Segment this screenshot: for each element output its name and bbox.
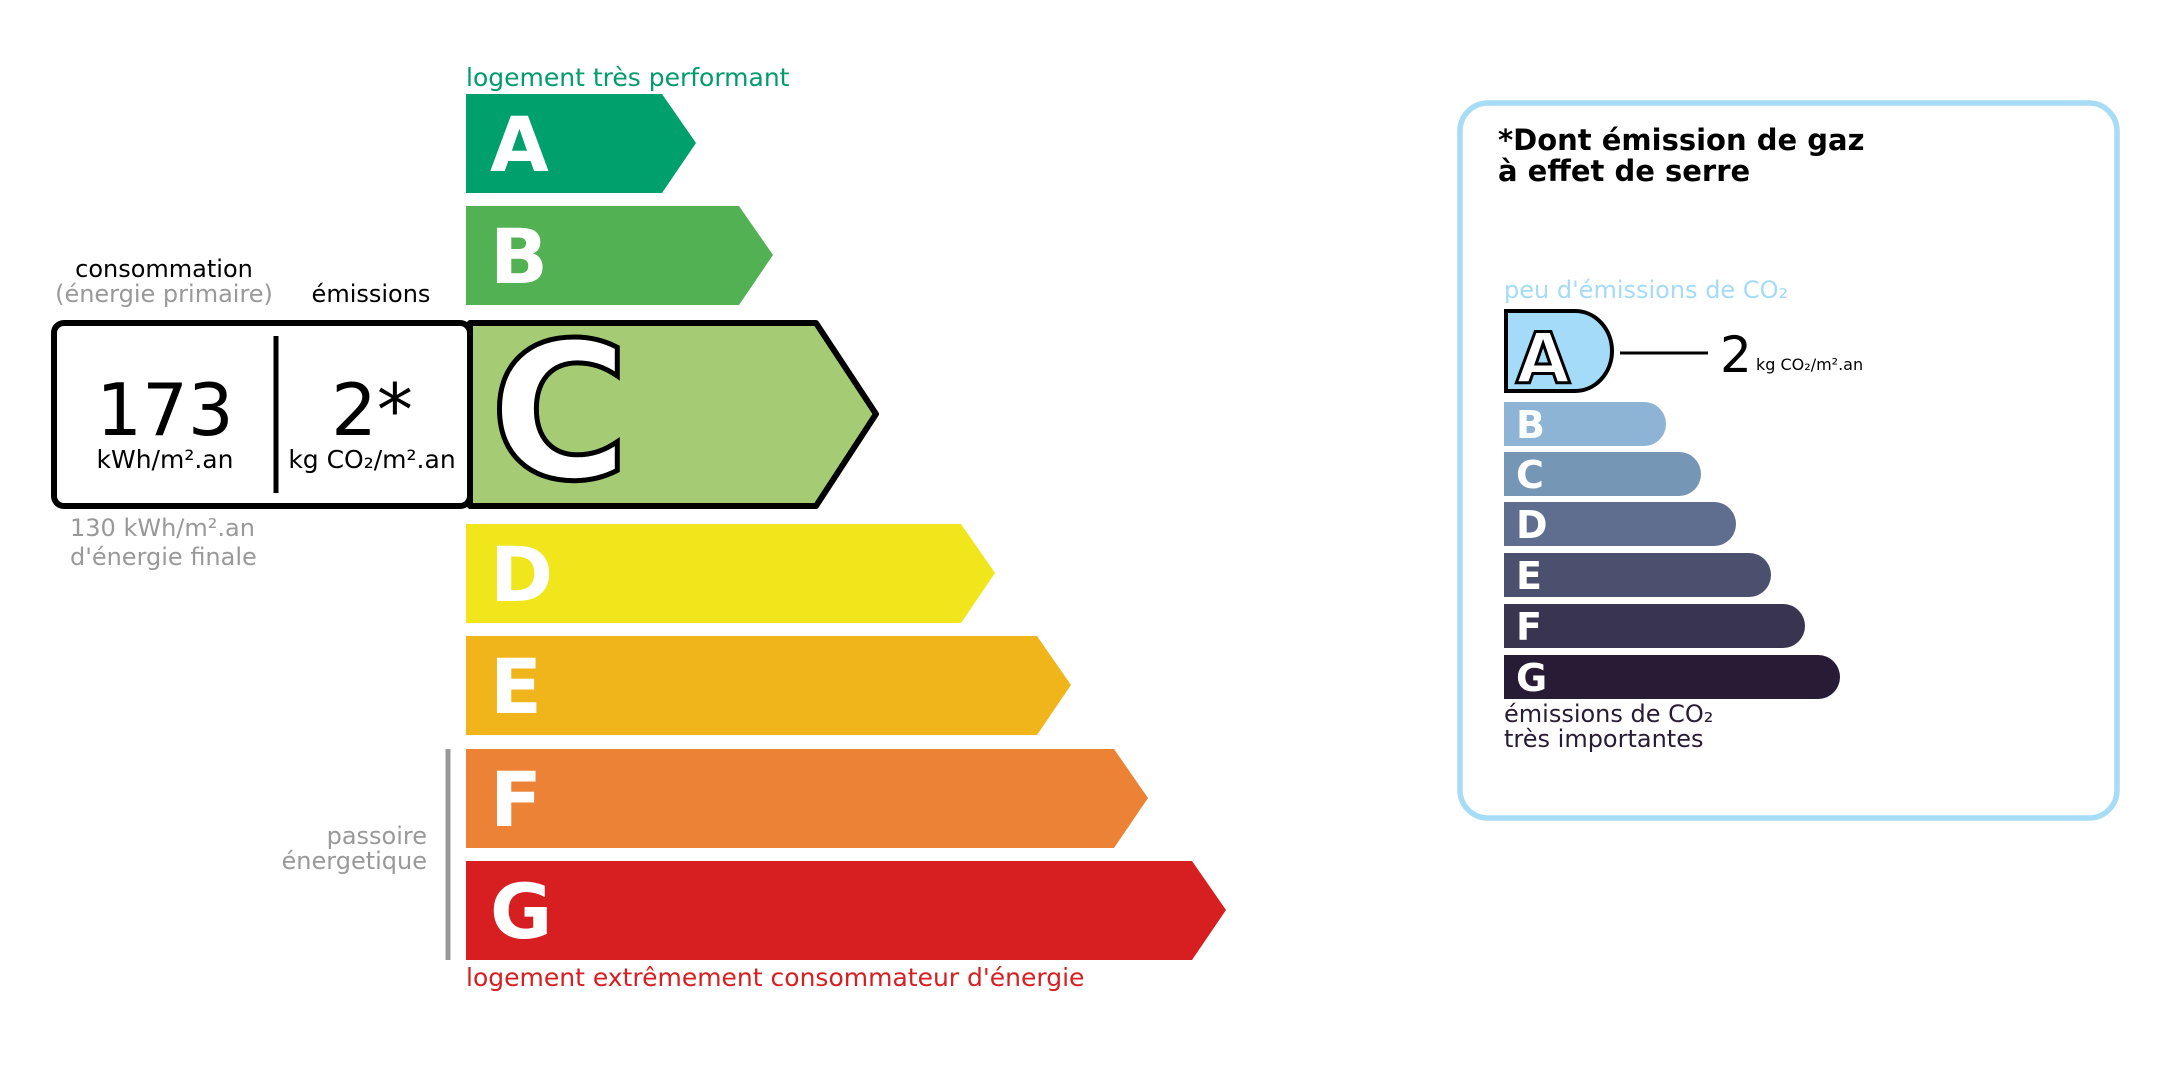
consumption-unit: kWh/m².an xyxy=(97,445,234,474)
ghg-class-g: G xyxy=(1504,655,1840,700)
ghg-title-line1: *Dont émission de gaz xyxy=(1498,123,1864,157)
bottom-caption: logement extrêmement consommateur d'éner… xyxy=(466,963,1084,992)
class-letter: C xyxy=(1516,453,1544,497)
final-energy-label: d'énergie finale xyxy=(70,543,257,571)
class-letter: D xyxy=(1516,503,1548,547)
ghg-bottom-caption-line1: émissions de CO₂ xyxy=(1504,700,1713,728)
class-letter: B xyxy=(490,212,548,301)
class-bar-e: E xyxy=(466,636,1071,735)
ghg-class-c: C xyxy=(1504,452,1701,497)
consumption-subheader: (énergie primaire) xyxy=(55,280,273,308)
ghg-class-d: D xyxy=(1504,502,1736,547)
ghg-class-a: A xyxy=(1504,309,1614,402)
class-bar-b: B xyxy=(466,206,773,305)
final-energy-value: 130 kWh/m².an xyxy=(70,514,255,542)
ghg-panel: *Dont émission de gaz à effet de serre p… xyxy=(1457,100,2120,821)
class-bar-a: A xyxy=(466,94,696,193)
class-letter: G xyxy=(1516,656,1547,700)
class-letter: F xyxy=(490,755,542,844)
ghg-unit: kg CO₂/m².an xyxy=(1756,355,1863,374)
class-letter: F xyxy=(1516,605,1542,649)
class-letter: B xyxy=(1516,403,1545,447)
ghg-class-e: E xyxy=(1504,553,1771,598)
ghg-top-caption: peu d'émissions de CO₂ xyxy=(1504,276,1788,304)
class-bar-g: G xyxy=(466,861,1226,960)
emissions-unit: kg CO₂/m².an xyxy=(288,445,455,474)
emissions-value: 2* xyxy=(331,368,413,452)
emissions-header: émissions xyxy=(312,280,431,308)
current-class-box: C 173 kWh/m².an 2* kg CO₂/m².an xyxy=(51,300,879,526)
class-letter: G xyxy=(490,867,552,956)
class-letter: A xyxy=(490,100,549,189)
top-caption: logement très performant xyxy=(466,63,790,92)
class-bar-f: F xyxy=(466,749,1148,848)
ghg-value: 2 xyxy=(1720,326,1752,384)
ghg-class-b: B xyxy=(1504,402,1666,447)
class-letter: E xyxy=(490,642,542,731)
class-letter: E xyxy=(1516,554,1542,598)
ghg-class-f: F xyxy=(1504,604,1805,649)
consumption-header: consommation xyxy=(75,255,253,283)
class-letter: D xyxy=(490,530,553,619)
passoire-label-line2: énergetique xyxy=(282,847,427,875)
consumption-value: 173 xyxy=(96,368,233,452)
passoire-label-line1: passoire xyxy=(327,822,427,850)
class-bar-d: D xyxy=(466,524,995,623)
class-letter: C xyxy=(490,302,629,523)
ghg-title-line2: à effet de serre xyxy=(1498,154,1750,188)
class-letter: A xyxy=(1516,318,1570,400)
ghg-bottom-caption-line2: très importantes xyxy=(1504,725,1704,753)
